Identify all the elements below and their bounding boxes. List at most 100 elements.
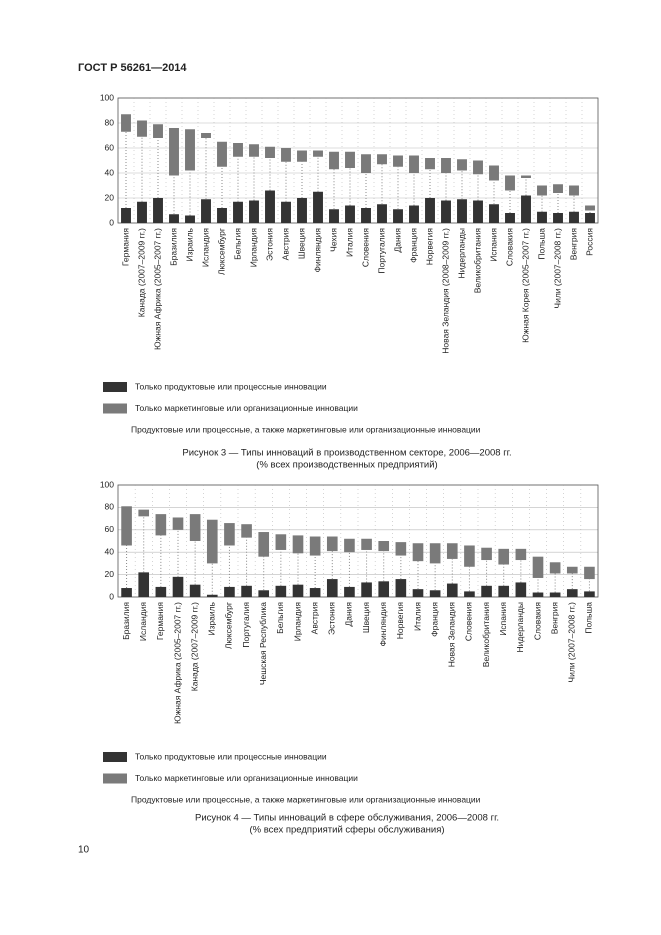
bar-segment xyxy=(429,590,441,597)
bar-segment xyxy=(326,579,338,597)
figure-title: Рисунок 3 — Типы инноваций в производств… xyxy=(182,448,511,459)
x-tick-label: Португалия xyxy=(376,228,386,274)
bar-segment xyxy=(155,586,167,597)
bar-segment xyxy=(292,584,304,597)
bar-segment xyxy=(425,158,435,170)
x-tick-label: Бразилия xyxy=(168,228,178,266)
bar-segment xyxy=(361,154,371,173)
x-tick-label: Дания xyxy=(392,228,402,253)
y-tick-label: 80 xyxy=(105,502,115,512)
x-tick-label: Ирландия xyxy=(248,228,258,268)
x-tick-label: Израиль xyxy=(207,601,217,635)
bar-segment xyxy=(121,114,131,132)
bar-segment xyxy=(297,198,307,223)
bar-segment xyxy=(457,159,467,171)
bar-segment xyxy=(395,542,407,556)
bar-segment xyxy=(441,158,451,173)
y-tick-label: 80 xyxy=(105,117,115,127)
bar-segment xyxy=(292,535,304,554)
bar-segment xyxy=(224,586,235,597)
bar-segment xyxy=(275,585,287,597)
legend-swatch xyxy=(103,752,127,762)
bar-segment xyxy=(569,211,579,223)
x-tick-label: Люксембург xyxy=(224,602,234,649)
y-tick-label: 100 xyxy=(100,479,114,489)
x-tick-label: Венгрия xyxy=(549,602,559,635)
bar-segment xyxy=(361,208,371,223)
bar-segment xyxy=(489,204,499,223)
x-tick-label: Франция xyxy=(408,228,418,263)
bar-segment xyxy=(326,536,338,552)
bar-segment xyxy=(309,588,321,597)
x-tick-label: Нидерланды xyxy=(456,228,466,278)
y-tick-label: 20 xyxy=(105,192,115,202)
x-tick-label: Южная Африка (2005–2007 гг.) xyxy=(172,602,182,724)
bar-segment xyxy=(275,534,287,550)
figure-subtitle: (% всех предприятий сферы обслуживания) xyxy=(249,825,444,836)
legend-label: Только продуктовые или процессные иннова… xyxy=(135,751,327,761)
bar-segment xyxy=(155,514,167,536)
bar-segment xyxy=(489,165,499,181)
x-tick-label: Чехия xyxy=(328,228,338,252)
bar-segment xyxy=(329,151,339,170)
bar-segment xyxy=(441,200,451,223)
x-tick-label: Нидерланды xyxy=(515,602,525,652)
x-tick-label: Великобритания xyxy=(472,228,482,294)
bar-segment xyxy=(549,562,561,574)
figure-title: Рисунок 4 — Типы инноваций в сфере обслу… xyxy=(195,813,499,824)
x-tick-label: Новая Зеландия xyxy=(447,602,457,668)
x-tick-label: Финляндия xyxy=(378,602,388,647)
bar-segment xyxy=(566,566,578,574)
bar-segment xyxy=(584,566,595,580)
bar-segment xyxy=(498,585,510,597)
bar-segment xyxy=(446,583,458,597)
bar-segment xyxy=(425,198,435,223)
y-tick-label: 0 xyxy=(109,591,114,601)
bar-segment xyxy=(393,209,403,223)
bar-segment xyxy=(241,585,252,597)
bar-segment xyxy=(429,543,441,564)
bar-segment xyxy=(233,143,243,157)
bar-segment xyxy=(217,141,227,167)
x-tick-label: Швеция xyxy=(361,602,371,634)
x-tick-label: Польша xyxy=(536,228,546,260)
bar-segment xyxy=(206,519,218,564)
page-number: 10 xyxy=(78,845,90,856)
bar-segment xyxy=(189,514,201,541)
bar-segment xyxy=(393,155,403,167)
x-tick-label: Ирландия xyxy=(292,602,302,642)
legend-label: Только маркетинговые или организационные… xyxy=(135,403,358,413)
bar-segment xyxy=(377,154,387,165)
bar-segment xyxy=(378,581,390,597)
x-tick-label: Норвегия xyxy=(395,602,405,640)
bar-segment xyxy=(137,201,147,223)
bar-segment xyxy=(217,208,227,223)
bar-segment xyxy=(569,185,579,196)
bar-segment xyxy=(345,151,355,168)
bar-segment xyxy=(344,538,355,553)
page-header: ГОСТ Р 56261—2014 xyxy=(78,62,187,74)
x-tick-label: Италия xyxy=(412,602,422,631)
bar-segment xyxy=(412,543,424,562)
bar-segment xyxy=(172,576,184,597)
bar-segment xyxy=(498,548,510,565)
x-tick-label: Канада (2007–2009 гг.) xyxy=(136,228,146,317)
bar-segment xyxy=(473,160,483,175)
bar-segment xyxy=(481,547,492,561)
x-tick-label: Бельгия xyxy=(275,602,285,634)
bar-segment xyxy=(515,582,527,597)
bar-segment xyxy=(153,124,163,138)
x-tick-label: Чешская Республика xyxy=(258,602,268,685)
bar-segment xyxy=(121,588,132,597)
bar-segment xyxy=(121,208,131,223)
bar-segment xyxy=(265,146,275,158)
bar-segment xyxy=(505,175,515,191)
x-tick-label: Португалия xyxy=(241,602,251,648)
x-tick-label: Новая Зеландия (2008–2009 гг.) xyxy=(440,228,450,354)
bar-segment xyxy=(169,214,179,223)
x-tick-label: Германия xyxy=(155,602,165,641)
bar-segment xyxy=(537,185,547,196)
figure-subtitle: (% всех производственных предприятий) xyxy=(256,460,437,471)
bar-segment xyxy=(457,199,467,223)
bar-segment xyxy=(189,584,201,597)
